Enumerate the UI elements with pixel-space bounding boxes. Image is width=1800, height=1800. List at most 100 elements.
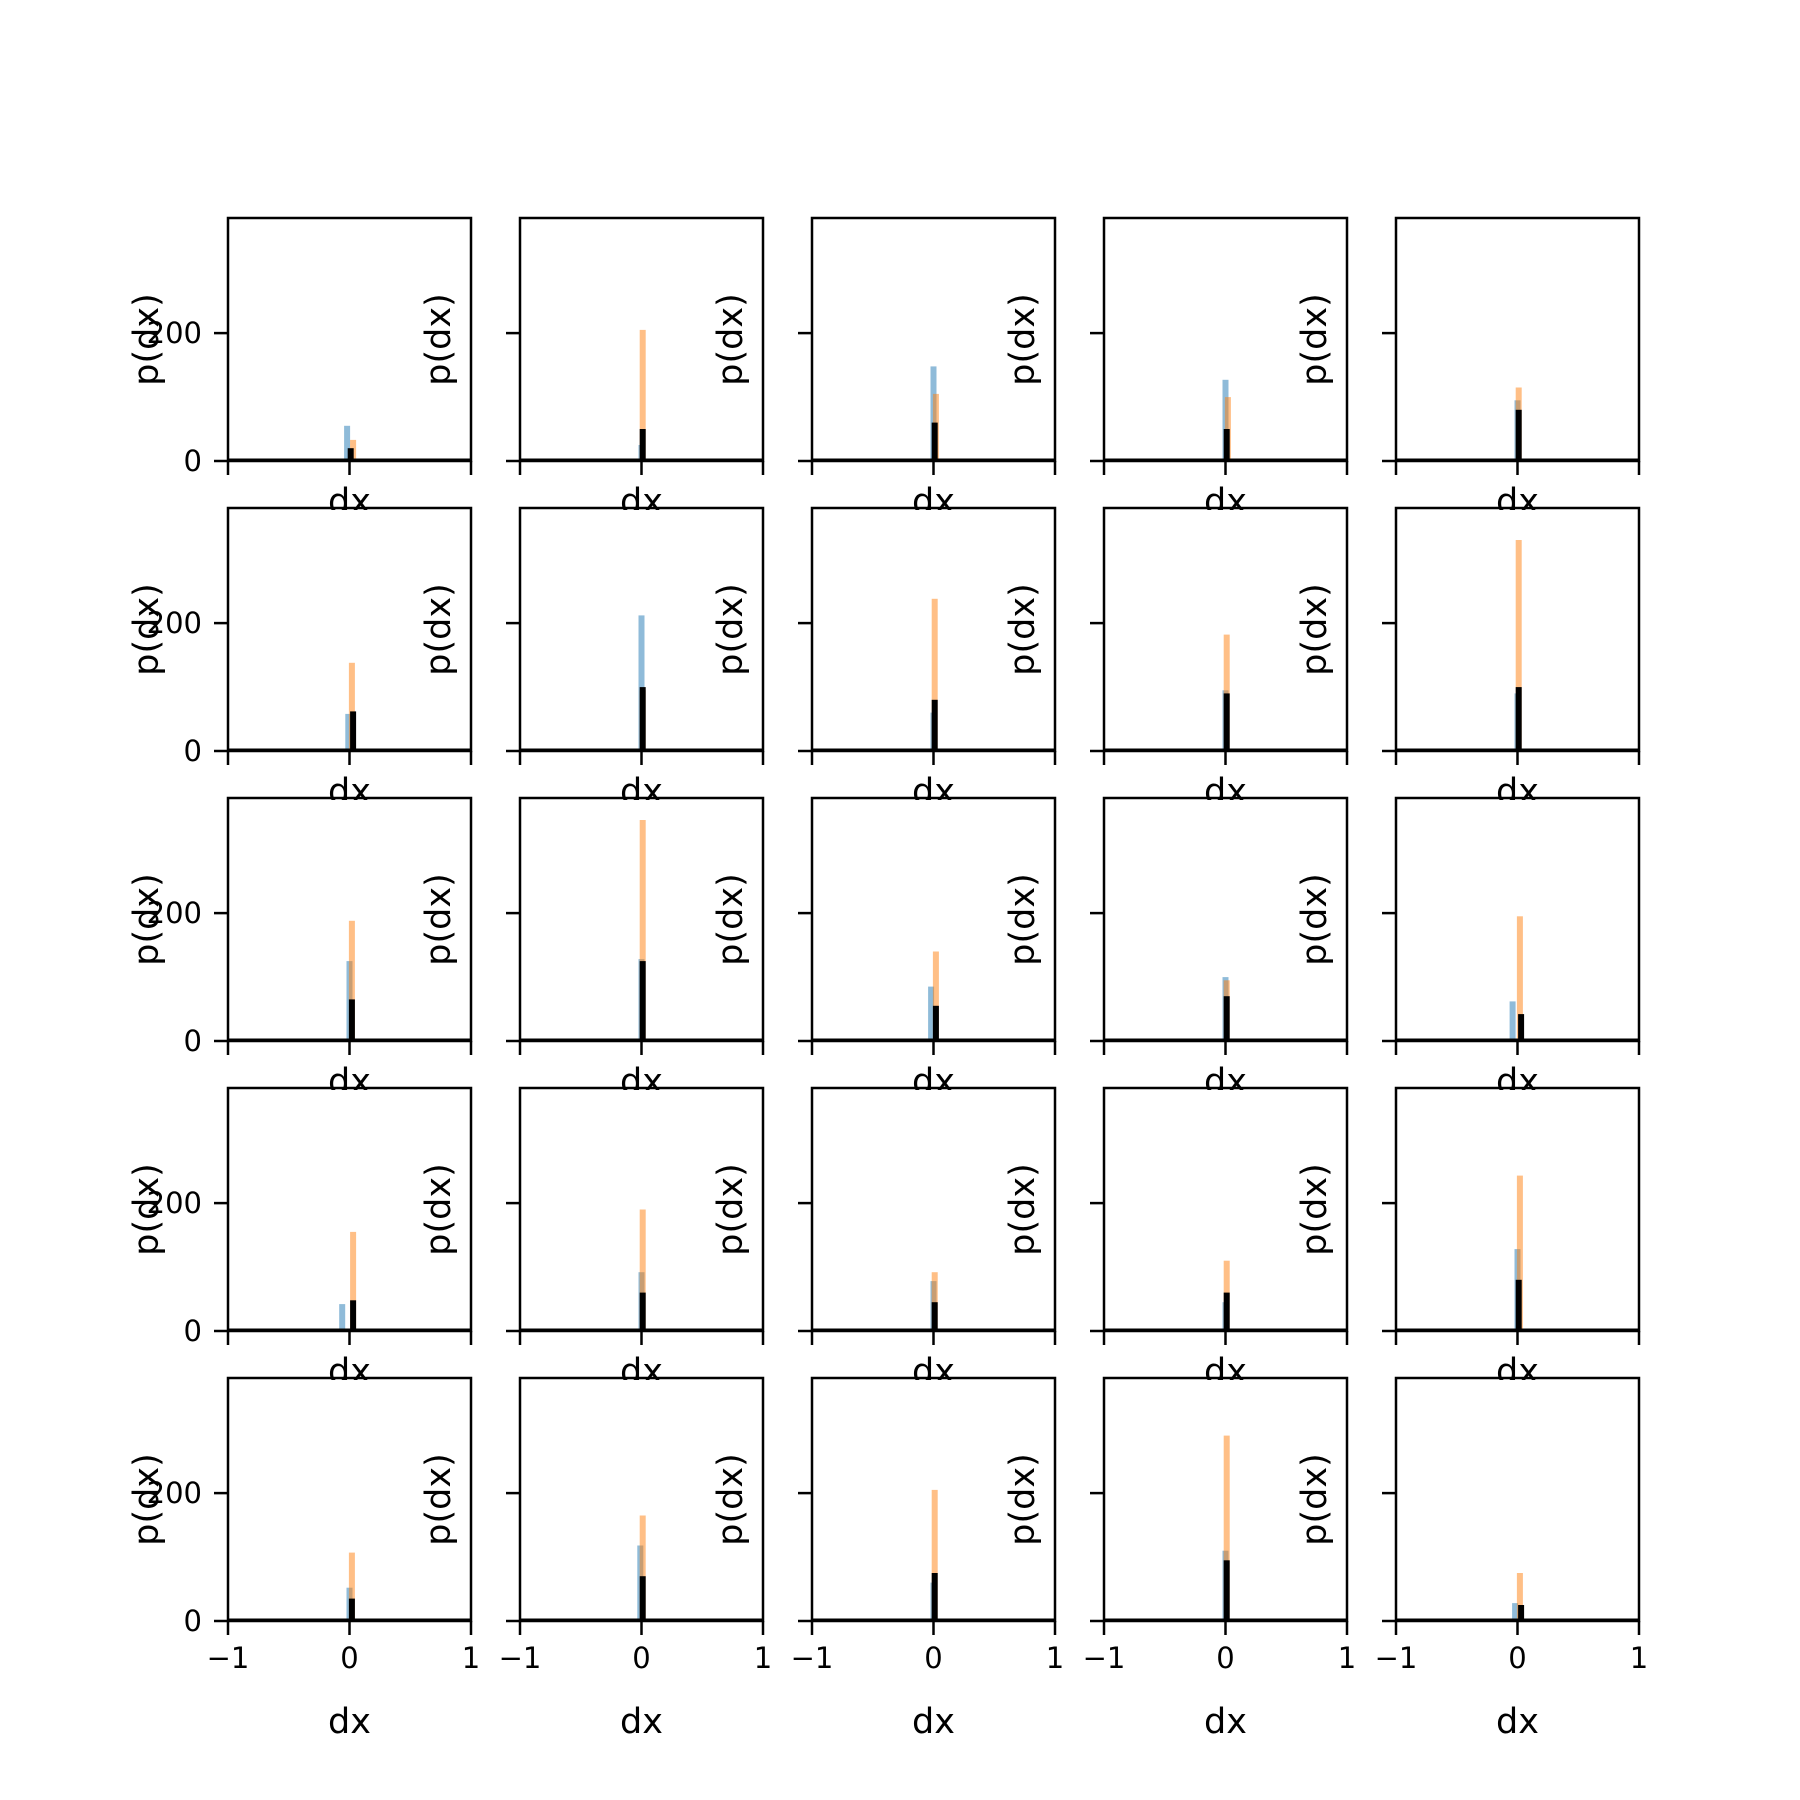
histogram-bar [1223, 634, 1230, 751]
histogram-bar [1515, 687, 1522, 751]
y-tick-label: 200 [147, 606, 202, 640]
histogram-bar [931, 699, 938, 751]
histogram-bar [1518, 1014, 1525, 1041]
label-clip-mask [522, 1090, 761, 1110]
subplot: dxp(dx) [1295, 1086, 1641, 1392]
subplot: −1 0 1 dx p(dx) [711, 1376, 1064, 1742]
histogram-bar [348, 662, 355, 751]
histogram-bar [931, 598, 938, 751]
x-tick-label: 1 [1046, 1641, 1064, 1675]
x-axis-label: dx [1204, 1702, 1247, 1742]
histogram-bar [1223, 1435, 1230, 1621]
histogram-bar [639, 809, 646, 1041]
label-clip-mask [814, 1090, 1053, 1110]
subplot: dxp(dx) [711, 216, 1057, 522]
y-tick-label: 200 [147, 1186, 202, 1220]
histogram-bar [1223, 693, 1230, 751]
histogram-bar [348, 920, 355, 1041]
histogram-bar [639, 1209, 646, 1331]
histogram-bar [350, 1231, 357, 1331]
y-axis-label: p(dx) [1295, 1453, 1335, 1545]
histogram-bar [1223, 996, 1230, 1041]
histogram-bar [347, 448, 354, 461]
label-clip-mask [1398, 510, 1637, 530]
histogram-bar [931, 1573, 938, 1621]
label-clip-mask [230, 510, 469, 530]
x-tick-label: −1 [207, 1641, 250, 1675]
subplot-grid: 0200dxp(dx)dxp(dx)dxp(dx)dxp(dx)dxp(dx)0… [127, 216, 1648, 1742]
subplot: dxp(dx) [1003, 506, 1349, 812]
x-tick-label: 0 [632, 1641, 650, 1675]
y-tick-label: 200 [147, 896, 202, 930]
histogram-bar [350, 711, 357, 751]
histogram-bar [348, 1552, 355, 1621]
histogram-bar [639, 687, 646, 751]
subplot: dxp(dx) [1003, 796, 1349, 1102]
x-axis-label: dx [1496, 1702, 1539, 1742]
y-axis-label: p(dx) [711, 873, 751, 965]
y-axis-label: p(dx) [1295, 293, 1335, 385]
label-clip-mask [230, 1380, 469, 1400]
y-axis-label: p(dx) [711, 583, 751, 675]
y-axis-label: p(dx) [1295, 583, 1335, 675]
y-tick-label: 200 [147, 1476, 202, 1510]
histogram-bar [339, 1304, 346, 1331]
label-clip-mask [1106, 1380, 1345, 1400]
histogram-bar [932, 1005, 939, 1041]
histogram-bar [1515, 1279, 1522, 1331]
histogram-bar [1512, 1603, 1519, 1621]
y-axis-label: p(dx) [127, 583, 167, 675]
histogram-bar [639, 329, 646, 461]
label-clip-mask [814, 1380, 1053, 1400]
label-clip-mask [1106, 800, 1345, 820]
label-clip-mask [814, 800, 1053, 820]
histogram-bar [344, 425, 351, 461]
y-axis-label: p(dx) [419, 873, 459, 965]
y-axis-label: p(dx) [419, 293, 459, 385]
histogram-bar [639, 961, 646, 1041]
label-clip-mask [230, 800, 469, 820]
histogram-bar [1223, 1560, 1230, 1622]
x-tick-label: −1 [1083, 1641, 1126, 1675]
subplot: dxp(dx) [1003, 1086, 1349, 1392]
y-tick-label: 200 [147, 316, 202, 350]
label-clip-mask [1398, 800, 1637, 820]
y-tick-label: 0 [184, 444, 202, 478]
y-axis-label: p(dx) [419, 1453, 459, 1545]
x-tick-label: 0 [1508, 1641, 1526, 1675]
y-axis-label: p(dx) [127, 873, 167, 965]
histogram-bar [1515, 409, 1522, 461]
histogram-bar [1223, 1292, 1230, 1331]
histogram-bar [928, 986, 935, 1041]
label-clip-mask [230, 1090, 469, 1110]
y-axis-label: p(dx) [711, 1453, 751, 1545]
y-axis-label: p(dx) [711, 293, 751, 385]
histogram-bar [931, 1272, 938, 1331]
histogram-bar [1515, 540, 1522, 751]
histogram-bar [639, 1292, 646, 1331]
x-tick-label: −1 [1375, 1641, 1418, 1675]
subplot: −1 0 1 dx p(dx) [1295, 1376, 1648, 1742]
label-clip-mask [522, 1380, 761, 1400]
subplot: dxp(dx) [1003, 216, 1349, 522]
x-axis-label: dx [328, 1702, 371, 1742]
x-tick-label: −1 [791, 1641, 834, 1675]
histogram-bar [1518, 1605, 1525, 1621]
x-axis-label: dx [620, 1702, 663, 1742]
histogram-bar [931, 422, 938, 461]
x-tick-label: 1 [1338, 1641, 1356, 1675]
label-clip-mask [522, 800, 761, 820]
y-axis-label: p(dx) [127, 293, 167, 385]
histogram-bar [639, 1576, 646, 1621]
y-axis-label: p(dx) [419, 1163, 459, 1255]
x-tick-label: 1 [462, 1641, 480, 1675]
y-axis-label: p(dx) [1295, 873, 1335, 965]
histogram-bar [931, 1489, 938, 1621]
x-tick-label: −1 [499, 1641, 542, 1675]
histogram-bar [1516, 1175, 1523, 1331]
